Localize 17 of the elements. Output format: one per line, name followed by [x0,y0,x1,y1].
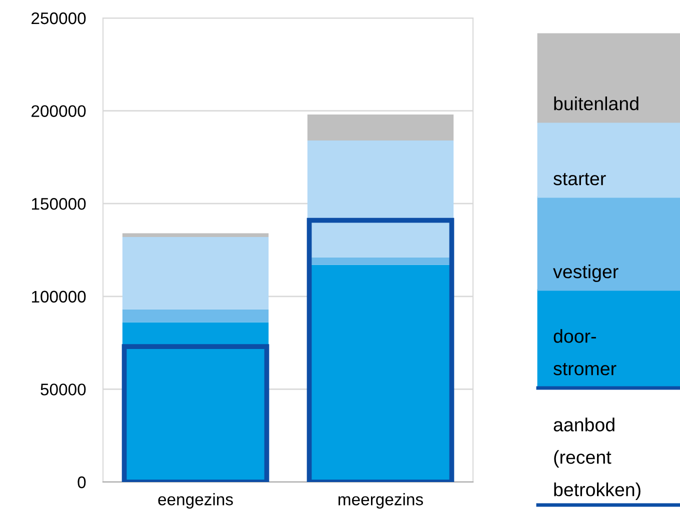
y-tick-label: 0 [78,476,86,488]
text: aanbod (recent betrokken) [554,418,640,500]
y-tick-label: 250000 [32,12,86,24]
y-tick-label: 50000 [40,384,86,396]
x-tick-label: meergezins [338,493,423,509]
x-tick-label: eengezins [158,493,233,509]
text: vestiger [553,264,618,282]
text: starter [554,172,606,186]
y-tick-label: 150000 [32,198,86,210]
text: buitenland [554,96,638,110]
bar [122,309,269,322]
bar [307,114,454,140]
text: door- stromer [554,329,616,376]
y-tick-label: 200000 [32,105,86,118]
bar [122,233,269,238]
y-tick-label: 100000 [32,290,86,303]
bar [122,237,269,310]
